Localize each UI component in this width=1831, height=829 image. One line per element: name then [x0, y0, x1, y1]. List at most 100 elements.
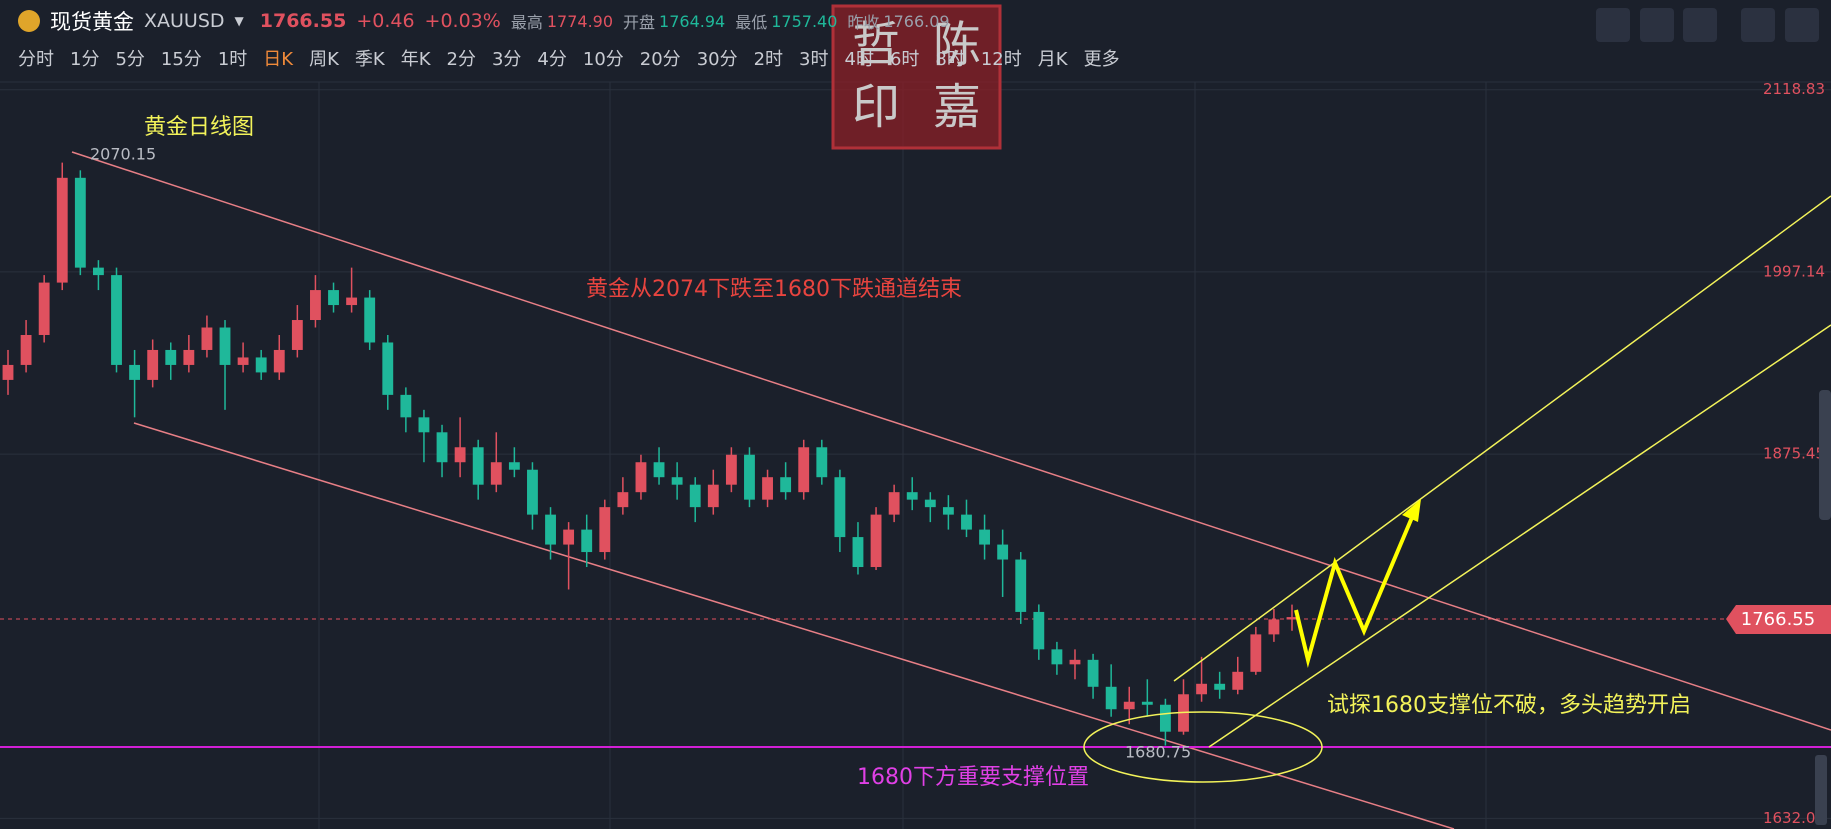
y-tick-label: 1997.14	[1763, 262, 1825, 280]
candle-body	[364, 297, 376, 343]
stamp-char: 印	[852, 79, 900, 135]
interval-tab[interactable]: 分时	[18, 49, 54, 70]
tool-button[interactable]	[1640, 8, 1674, 42]
candle-body	[237, 357, 249, 365]
candle-body	[924, 499, 936, 508]
interval-tab[interactable]: 4分	[537, 49, 567, 70]
price: 1766.55	[259, 10, 347, 32]
stat-label: 最低	[735, 13, 768, 32]
interval-bar: 分时 1分 5分 15分 1时 日K 周K 季K 年K 2分 3分 4分 10分 20分 30分 2时 3时 4时…	[18, 44, 1120, 72]
side-handle[interactable]	[1819, 390, 1831, 520]
candle-body	[545, 514, 556, 545]
interval-tab[interactable]: 1分	[70, 49, 100, 70]
interval-tab[interactable]: 30分	[696, 49, 738, 70]
stat-label: 昨收	[847, 13, 880, 32]
stamp-char: 哲	[852, 17, 900, 73]
y-tick-label: 2118.83	[1763, 80, 1825, 98]
interval-tab[interactable]: 2分	[446, 49, 476, 70]
candle-body	[1105, 686, 1117, 710]
candle-body	[581, 529, 593, 553]
candle-body	[725, 454, 737, 485]
interval-tab[interactable]: 15分	[160, 49, 202, 70]
candle-body	[201, 327, 213, 350]
close-button[interactable]	[1785, 8, 1819, 42]
candle-body	[165, 349, 177, 365]
candle-body	[346, 297, 358, 306]
stat-label: 最高	[510, 13, 543, 32]
interval-tab[interactable]: 6时	[889, 49, 920, 70]
candle-body	[382, 342, 394, 395]
stat-value: 1774.90	[546, 11, 614, 31]
candle-body	[183, 349, 195, 365]
candle-body	[418, 417, 430, 433]
candle-body	[255, 357, 267, 373]
interval-tab[interactable]: 1时	[217, 49, 248, 70]
channel-line	[71, 151, 1831, 731]
interval-tab[interactable]: 日K	[263, 49, 294, 70]
candle-body	[1033, 611, 1045, 650]
scrollbar[interactable]	[1815, 755, 1827, 825]
interval-tab[interactable]: 10分	[582, 49, 624, 70]
interval-tab[interactable]: 3时	[799, 49, 829, 70]
candle-body	[1286, 617, 1298, 620]
interval-tab[interactable]: 5分	[115, 49, 145, 70]
interval-tab[interactable]: 20分	[639, 49, 681, 70]
candle-body	[852, 537, 864, 568]
arrow-path	[1294, 514, 1415, 668]
candle-body	[310, 290, 321, 321]
tool-button[interactable]	[1741, 8, 1775, 42]
stat-value: 1766.09	[883, 11, 950, 31]
change-pct: +0.03%	[424, 10, 501, 32]
interval-tab[interactable]: 3分	[491, 49, 522, 70]
interval-tab[interactable]: 月K	[1037, 49, 1068, 70]
interval-tab[interactable]: 8时	[935, 49, 965, 70]
last-price-label: 1766.55	[1741, 609, 1815, 630]
candle-body	[1069, 659, 1081, 665]
dropdown[interactable]: ▼	[234, 14, 244, 28]
symbol-name[interactable]: 现货黄金	[50, 10, 134, 34]
candle-body	[780, 477, 792, 493]
candle-body	[563, 529, 575, 545]
candle-body	[129, 364, 141, 380]
interval-tab[interactable]: 4时	[844, 49, 874, 70]
candle-body	[273, 349, 285, 373]
arrow-head	[1402, 499, 1421, 522]
high-label: 2070.15	[90, 145, 156, 164]
interval-tab[interactable]: 季K	[354, 49, 385, 70]
interval-tab[interactable]: 更多	[1083, 49, 1120, 70]
interval-tab[interactable]: 周K	[309, 49, 339, 70]
stat-value: 1757.40	[771, 11, 838, 31]
candle-body	[20, 334, 32, 365]
tool-button[interactable]	[1683, 8, 1717, 42]
tool-button[interactable]	[1596, 8, 1630, 42]
candle-body	[92, 267, 104, 276]
candle-body	[111, 275, 122, 365]
last-price-tag	[1726, 605, 1831, 634]
icon	[18, 10, 40, 32]
candle-body	[454, 447, 466, 463]
y-tick-label: 1632.07	[1763, 809, 1825, 827]
candle-body	[472, 447, 484, 485]
candle-body	[798, 447, 810, 493]
candle-body	[888, 492, 900, 515]
candle-body	[2, 364, 14, 380]
candle-body	[147, 349, 159, 380]
stamp	[831, 4, 1002, 150]
candles	[2, 162, 1298, 746]
stat-label: 开盘	[623, 13, 656, 32]
ellipse	[1083, 711, 1323, 783]
interval-tab[interactable]: 2时	[753, 49, 784, 70]
price-axis: 2118.83 1997.14 1875.45 1632.07	[1763, 80, 1825, 827]
candle-body	[1141, 701, 1153, 705]
candle-body	[1159, 704, 1171, 732]
candle-body	[38, 282, 50, 335]
trend-line	[1173, 195, 1831, 682]
interval-tab[interactable]: 12时	[980, 49, 1022, 70]
candle-body	[1250, 634, 1262, 672]
candle-body	[1196, 683, 1208, 695]
quote-bar: 现货黄金 XAUUSD ▼ 1766.55 +0.46 +0.03% 最高 177…	[18, 6, 950, 36]
candle-body	[1051, 649, 1063, 665]
interval-tab[interactable]: 年K	[400, 49, 431, 70]
candle-body	[689, 484, 701, 508]
